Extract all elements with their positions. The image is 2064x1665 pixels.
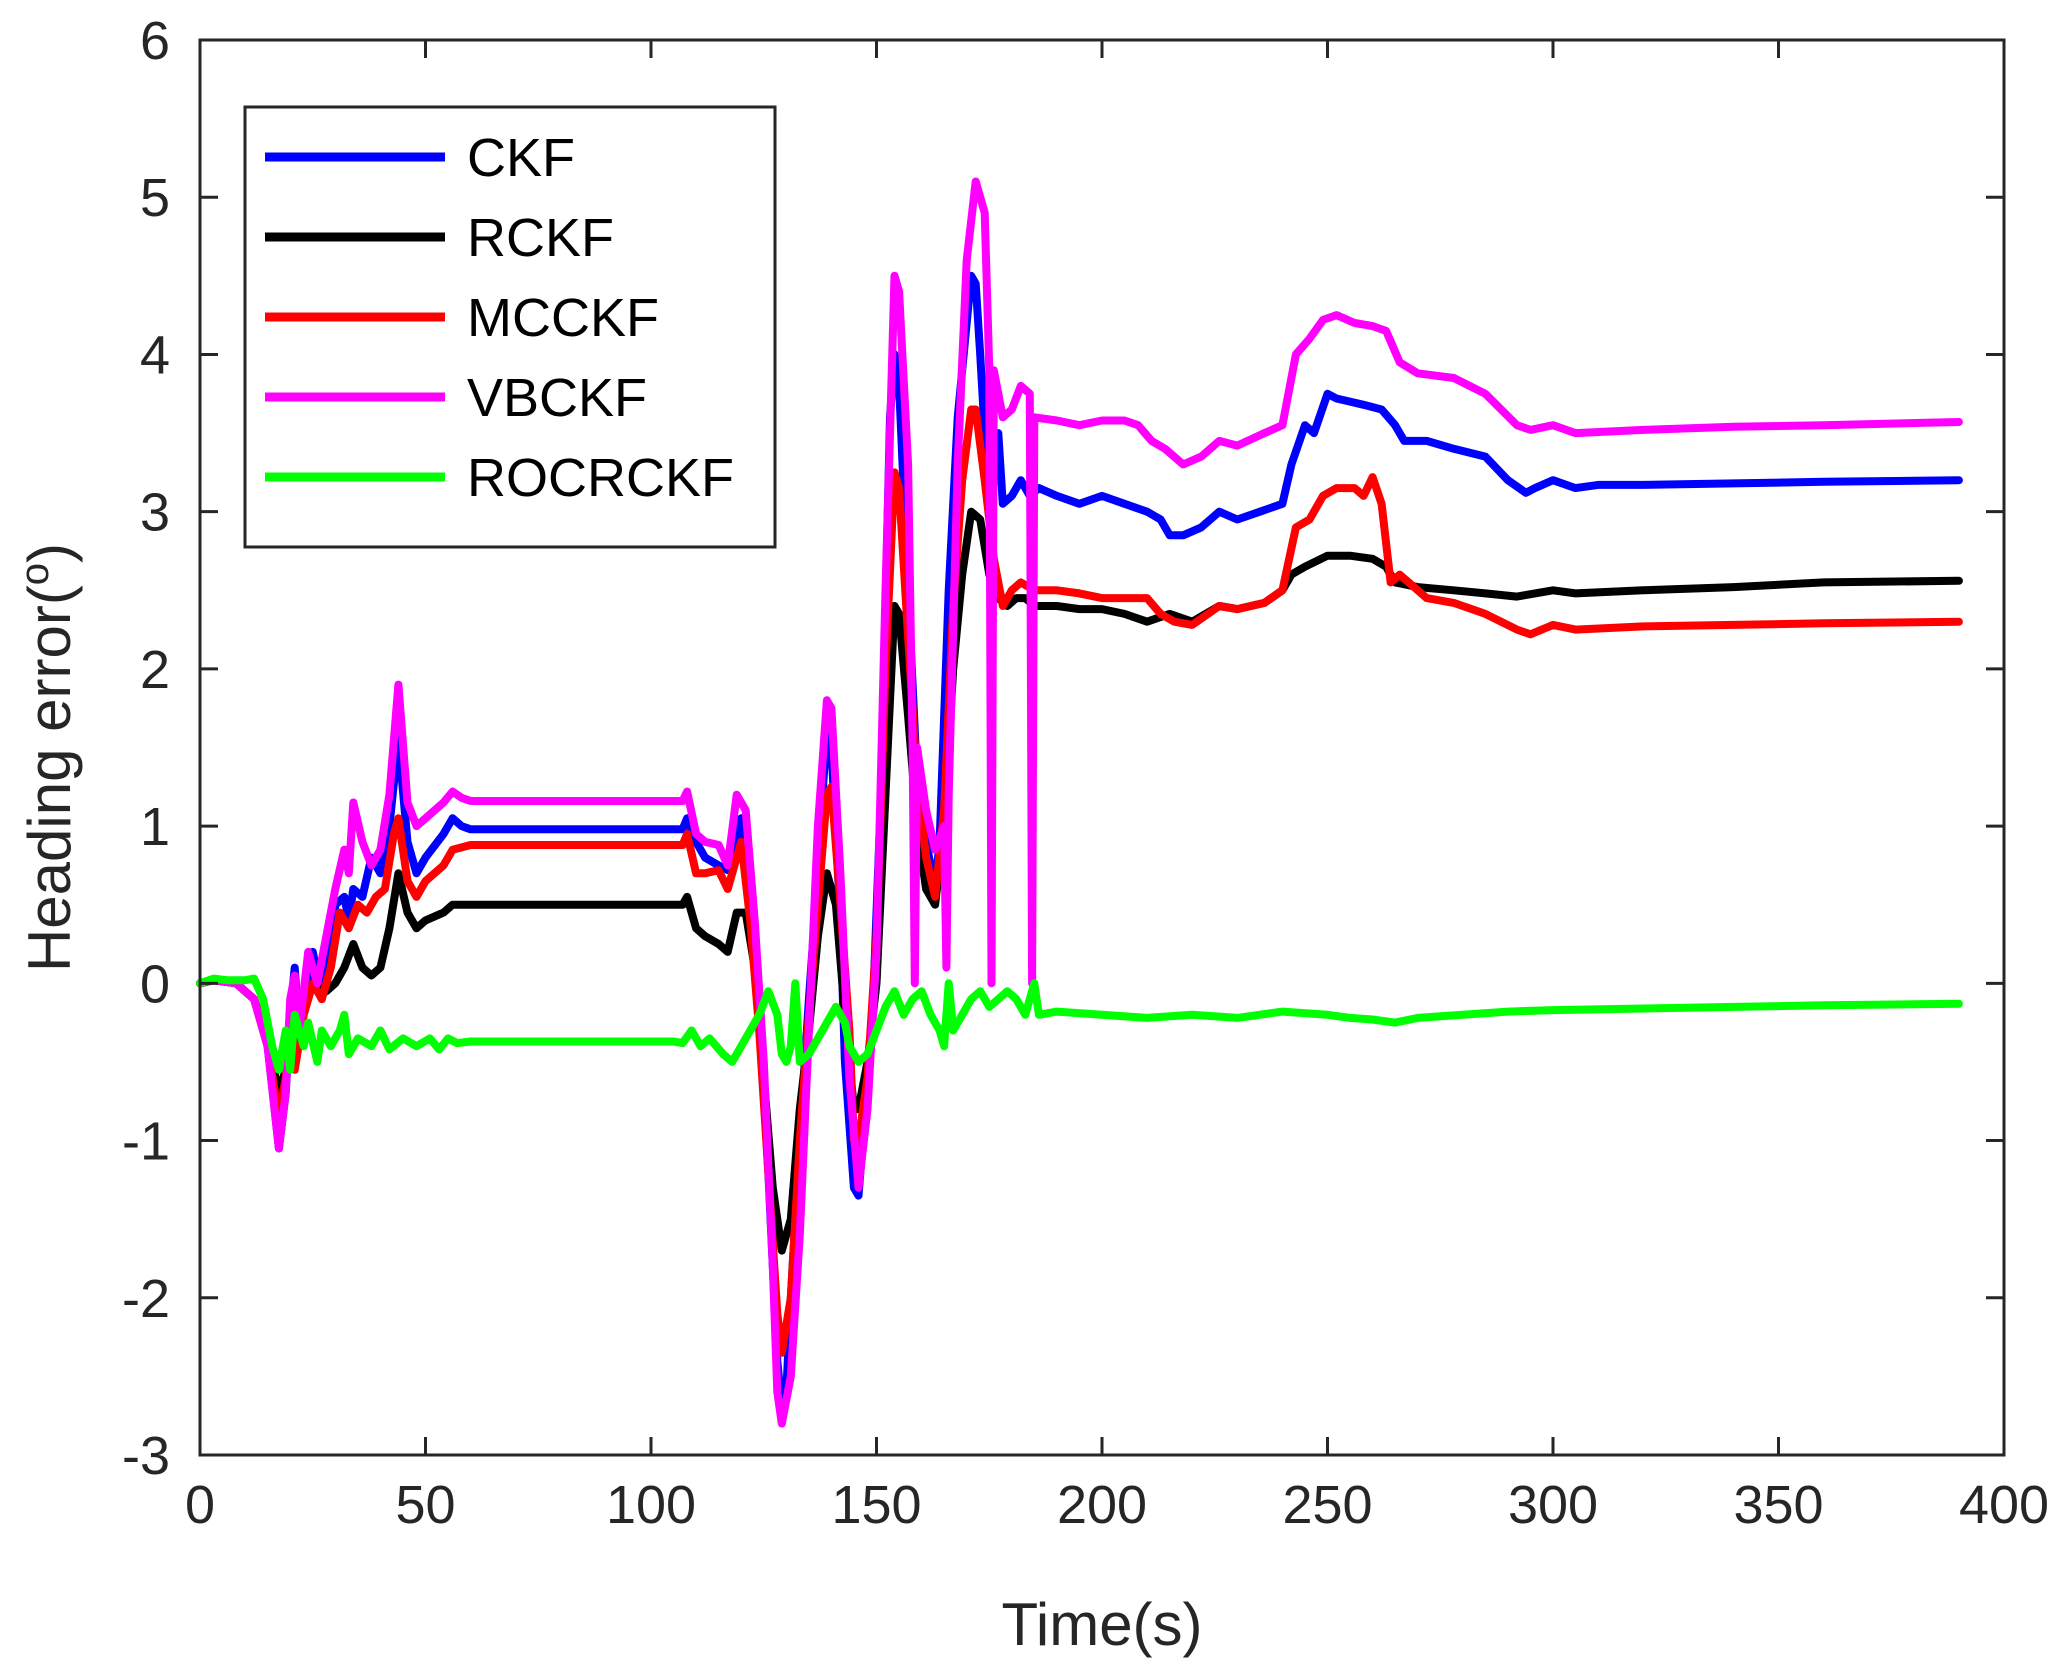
x-tick-label: 200 <box>1057 1475 1147 1535</box>
legend-label-ckf: CKF <box>467 128 575 188</box>
y-tick-label: 4 <box>140 325 170 385</box>
x-tick-label: 50 <box>395 1475 455 1535</box>
x-tick-label: 150 <box>831 1475 921 1535</box>
y-tick-label: 0 <box>140 954 170 1014</box>
legend-label-vbckf: VBCKF <box>467 368 647 428</box>
legend: CKF RCKF MCCKF VBCKF ROCRCKF <box>243 105 777 549</box>
x-tick-label: 400 <box>1959 1475 2049 1535</box>
y-axis-label: Heading error(o) <box>13 543 83 972</box>
x-tick-label: 350 <box>1733 1475 1823 1535</box>
series-lines <box>196 177 1963 1428</box>
y-tick-label: 6 <box>140 11 170 71</box>
x-axis-label: Time(s) <box>1001 1591 1202 1658</box>
y-tick-label: -2 <box>122 1269 170 1329</box>
axis-ticks: 0 50 100 150 200 250 300 350 400 -3 -2 -1 0 1 2 3 4 5 6 <box>122 11 2049 1535</box>
y-tick-label: -1 <box>122 1112 170 1172</box>
x-tick-label: 0 <box>185 1475 215 1535</box>
x-tick-label: 250 <box>1282 1475 1372 1535</box>
x-tick-label: 300 <box>1508 1475 1598 1535</box>
x-tick-label: 100 <box>606 1475 696 1535</box>
series-line-vbckf <box>196 177 1963 1428</box>
y-tick-label: 3 <box>140 483 170 543</box>
series-line-rocrckf <box>196 974 1963 1074</box>
y-tick-label: 5 <box>140 168 170 228</box>
y-tick-label: 2 <box>140 640 170 700</box>
legend-label-rckf: RCKF <box>467 208 614 268</box>
legend-label-mcckf: MCCKF <box>467 288 659 348</box>
y-tick-label: -3 <box>122 1426 170 1486</box>
legend-label-rocrckf: ROCRCKF <box>467 448 734 508</box>
y-tick-label: 1 <box>140 797 170 857</box>
